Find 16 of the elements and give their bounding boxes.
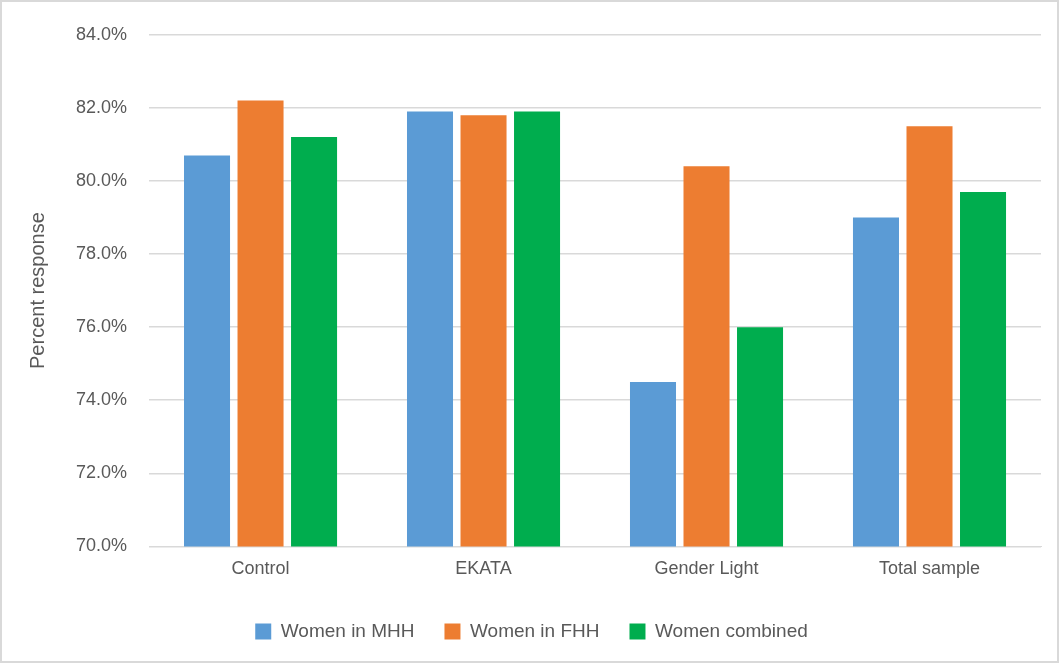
y-tick-label: 74.0% bbox=[75, 389, 128, 410]
y-axis-title: Percent response bbox=[25, 212, 48, 369]
legend-label: Women in MHH bbox=[280, 619, 415, 641]
x-tick-label: EKATA bbox=[455, 558, 512, 579]
y-tick-label: 70.0% bbox=[75, 535, 128, 556]
legend-label: Women combined bbox=[654, 619, 808, 641]
y-tick-label: 76.0% bbox=[75, 316, 128, 337]
y-tick-label: 72.0% bbox=[75, 462, 128, 483]
y-tick-label: 84.0% bbox=[75, 23, 128, 44]
legend-label: Women in FHH bbox=[469, 619, 600, 641]
y-tick-label: 82.0% bbox=[75, 96, 128, 117]
x-tick-label: Total sample bbox=[878, 558, 981, 579]
y-tick-label: 78.0% bbox=[75, 243, 128, 264]
x-tick-label: Control bbox=[231, 558, 290, 579]
x-tick-label: Gender Light bbox=[654, 558, 759, 579]
y-tick-label: 80.0% bbox=[75, 169, 128, 190]
